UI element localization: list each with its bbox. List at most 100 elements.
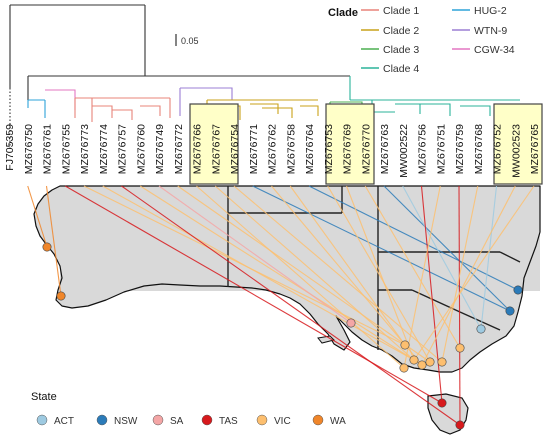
sample-point bbox=[513, 285, 523, 295]
connector-line bbox=[413, 185, 535, 361]
sample-point bbox=[437, 357, 447, 367]
tree-wtn9-branch bbox=[179, 87, 233, 116]
connector-line bbox=[214, 185, 415, 361]
connector-line bbox=[64, 185, 443, 404]
tip-label: MW002522 bbox=[398, 124, 410, 178]
sample-point bbox=[505, 306, 515, 316]
sample-point bbox=[437, 398, 447, 408]
sample-point bbox=[409, 355, 419, 365]
tip-label: MZ676760 bbox=[135, 124, 147, 174]
clade-legend-label: Clade 2 bbox=[383, 25, 419, 37]
tip-label: FJ705359 bbox=[4, 124, 16, 171]
tip-label: MZ676773 bbox=[79, 124, 91, 174]
connector-line bbox=[177, 185, 431, 363]
state-legend-marker bbox=[312, 414, 324, 426]
connector-line bbox=[403, 185, 441, 369]
clade-legend-title: Clade bbox=[328, 7, 358, 19]
tip-label: MZ676765 bbox=[529, 124, 541, 174]
tip-label: MZ676758 bbox=[285, 124, 297, 174]
state-legend-marker bbox=[152, 414, 164, 426]
tip-label: MZ676751 bbox=[435, 124, 447, 174]
clade-legend-label: Clade 4 bbox=[383, 63, 419, 75]
sample-point bbox=[400, 340, 410, 350]
connector-line bbox=[402, 185, 482, 330]
connector-line bbox=[252, 185, 511, 312]
tip-label: MZ676757 bbox=[117, 124, 129, 174]
tip-label: MW002523 bbox=[510, 124, 522, 178]
connector-lines bbox=[27, 185, 535, 426]
sample-point bbox=[417, 360, 427, 370]
clade-legend: Clade Clade 1 Clade 2 Clade 3 Clade 4 HUG-2 W… bbox=[328, 5, 515, 75]
tip-labels: FJ705359 MZ676750 MZ676761 MZ676755 MZ676773… bbox=[4, 124, 541, 178]
state-legend-marker bbox=[201, 414, 213, 426]
state-borders bbox=[227, 186, 521, 350]
connector-line bbox=[308, 185, 519, 291]
tip-label: MZ676764 bbox=[304, 124, 316, 174]
tip-label: MZ676769 bbox=[342, 124, 354, 174]
connector-line bbox=[458, 185, 461, 426]
connector-line bbox=[158, 185, 352, 324]
connector-line bbox=[121, 185, 461, 426]
highlight-boxes bbox=[189, 103, 543, 185]
state-legend-marker bbox=[36, 414, 48, 426]
clade-legend-label: WTN-9 bbox=[474, 25, 507, 37]
clade-legend-label: Clade 3 bbox=[383, 44, 419, 56]
tip-label: MZ676766 bbox=[192, 124, 204, 174]
sample-point bbox=[455, 343, 465, 353]
tree-cgw-branch bbox=[45, 89, 76, 110]
tip-label: MZ676767 bbox=[210, 124, 222, 174]
sample-points bbox=[42, 242, 523, 430]
connector-line bbox=[271, 185, 423, 366]
connector-line bbox=[289, 185, 406, 346]
connector-line bbox=[139, 185, 423, 366]
state-legend-marker bbox=[96, 414, 108, 426]
tip-label: MZ676770 bbox=[360, 124, 372, 174]
connector-line bbox=[420, 185, 443, 404]
connector-line bbox=[196, 185, 405, 369]
connector-line bbox=[383, 185, 511, 312]
tip-label: MZ676754 bbox=[229, 124, 241, 174]
state-legend-label: ACT bbox=[54, 416, 74, 427]
tip-label: MZ676750 bbox=[23, 124, 35, 174]
state-legend-label: TAS bbox=[219, 416, 238, 427]
sample-point bbox=[56, 291, 66, 301]
connector-line bbox=[364, 185, 461, 349]
connector-line bbox=[421, 185, 516, 366]
sample-point bbox=[399, 363, 409, 373]
clade-legend-label: HUG-2 bbox=[474, 5, 507, 17]
map bbox=[0, 185, 550, 442]
clade-legend-label: CGW-34 bbox=[474, 44, 515, 56]
state-legend-title: State bbox=[31, 391, 57, 403]
clade-legend-label: Clade 1 bbox=[383, 5, 419, 17]
connector-line bbox=[327, 185, 431, 363]
connector-line bbox=[233, 185, 443, 363]
connector-line bbox=[480, 185, 498, 330]
tip-label: MZ676762 bbox=[267, 124, 279, 174]
tip-label: MZ676749 bbox=[154, 124, 166, 174]
tip-label: MZ676772 bbox=[173, 124, 185, 174]
tip-label: MZ676753 bbox=[323, 124, 335, 174]
state-legend-label: WA bbox=[330, 416, 346, 427]
tip-label: MZ676771 bbox=[248, 124, 260, 174]
highlight-box-1 bbox=[189, 103, 239, 185]
tip-label: MZ676752 bbox=[492, 124, 504, 174]
tip-label: MZ676763 bbox=[379, 124, 391, 174]
sample-point bbox=[455, 420, 465, 430]
sample-point bbox=[425, 357, 435, 367]
state-legend-label: VIC bbox=[274, 416, 291, 427]
sample-point bbox=[476, 324, 486, 334]
tree-root-branch bbox=[9, 4, 146, 88]
connector-line bbox=[441, 185, 479, 363]
sample-point bbox=[346, 318, 356, 328]
state-legend-marker bbox=[256, 414, 268, 426]
sample-point bbox=[42, 242, 52, 252]
connector-line bbox=[45, 185, 62, 297]
tree-hug2-branch bbox=[27, 99, 46, 118]
connector-line bbox=[345, 185, 415, 361]
tree-clade1-branch bbox=[74, 97, 171, 122]
highlight-box-2 bbox=[325, 103, 375, 185]
phylogenetic-tree bbox=[9, 4, 531, 150]
tip-label: MZ676774 bbox=[98, 124, 110, 174]
